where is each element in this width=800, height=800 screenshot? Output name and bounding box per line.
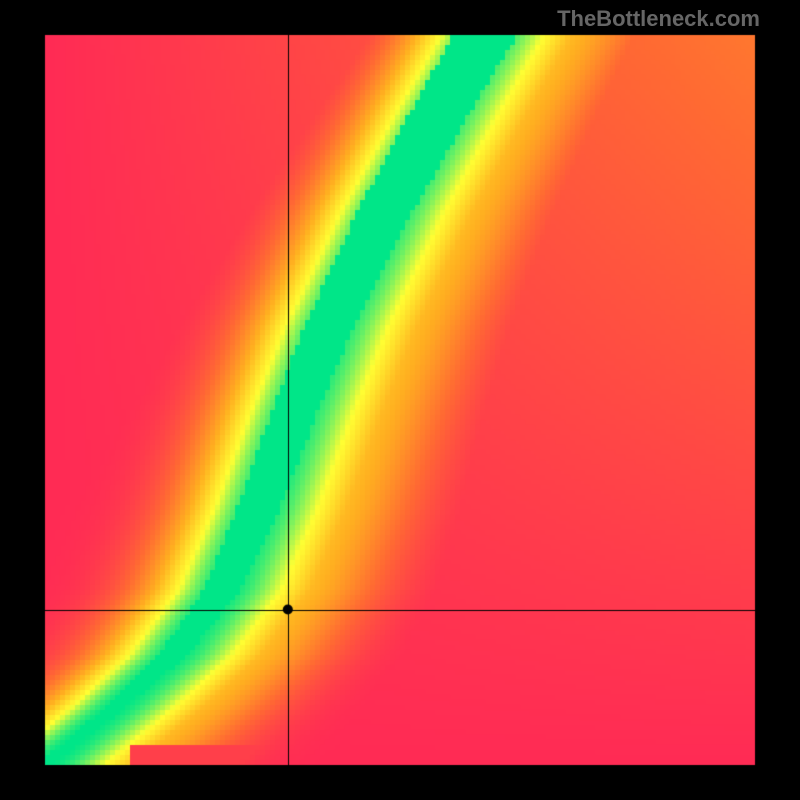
chart-container: { "watermark": { "text": "TheBottleneck.… — [0, 0, 800, 800]
heatmap-canvas — [0, 0, 800, 800]
